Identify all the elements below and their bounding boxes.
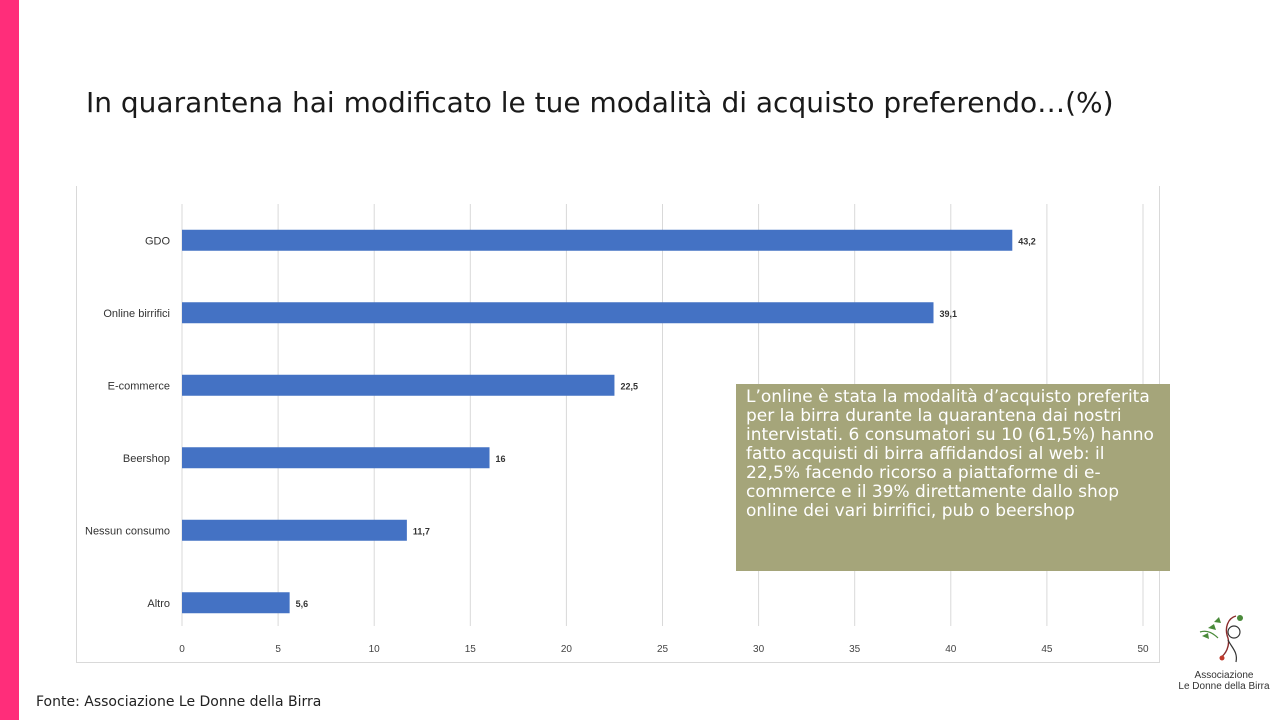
x-tick-label: 50	[1137, 644, 1149, 655]
x-tick-label: 5	[275, 644, 281, 655]
data-label: 16	[496, 454, 506, 464]
beer-lady-logo-icon	[1199, 615, 1243, 663]
x-tick-label: 15	[465, 644, 477, 655]
bar	[182, 447, 490, 469]
bar	[182, 229, 1013, 251]
category-label: Online birrifici	[103, 308, 170, 320]
category-label: Beershop	[123, 453, 170, 465]
data-label: 11,7	[413, 526, 430, 536]
bar	[182, 519, 407, 541]
x-tick-label: 30	[753, 644, 765, 655]
accent-bar	[0, 0, 19, 720]
x-tick-label: 0	[179, 644, 185, 655]
source-note: Fonte: Associazione Le Donne della Birra	[36, 694, 322, 710]
logo-line-1: Associazione	[1194, 670, 1254, 681]
x-tick-label: 20	[561, 644, 573, 655]
association-logo: Associazione Le Donne della Birra	[1178, 608, 1270, 698]
bar	[182, 374, 615, 396]
callout-box: L’online è stata la modalità d’acquisto …	[736, 384, 1170, 571]
category-label: E-commerce	[108, 380, 170, 392]
logo-caption: Associazione Le Donne della Birra	[1178, 670, 1270, 692]
x-tick-label: 40	[945, 644, 957, 655]
data-label: 22,5	[620, 381, 638, 391]
data-label: 39,1	[940, 309, 958, 319]
category-label: Altro	[147, 598, 170, 610]
category-label: GDO	[145, 235, 171, 247]
x-tick-label: 10	[369, 644, 381, 655]
bar	[182, 592, 290, 614]
logo-line-2: Le Donne della Birra	[1178, 681, 1270, 692]
data-label: 5,6	[296, 599, 309, 609]
data-label: 43,2	[1018, 236, 1036, 246]
x-tick-label: 45	[1041, 644, 1053, 655]
slide-title: In quarantena hai modificato le tue moda…	[86, 86, 1114, 119]
bar	[182, 302, 934, 324]
x-tick-label: 25	[657, 644, 669, 655]
category-label: Nessun consumo	[85, 525, 170, 537]
x-tick-label: 35	[849, 644, 861, 655]
